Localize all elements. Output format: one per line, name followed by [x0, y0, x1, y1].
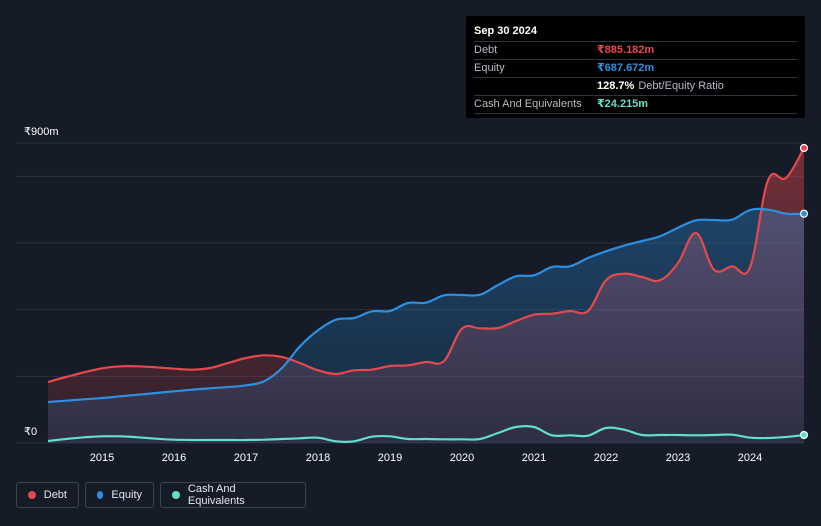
equity-line: [47, 207, 805, 404]
x-tick-label: 2021: [522, 452, 546, 464]
debt-line: [47, 147, 805, 384]
x-tick-label: 2018: [306, 452, 330, 464]
x-tick-label: 2022: [594, 452, 618, 464]
x-tick-label: 2015: [90, 452, 114, 464]
x-tick-label: 2016: [162, 452, 186, 464]
legend-debt-label: Debt: [43, 489, 67, 501]
tooltip-ratio: 128.7% Debt/Equity Ratio: [597, 78, 724, 95]
series-lines: [47, 147, 805, 443]
legend-item-debt[interactable]: Debt: [16, 482, 79, 508]
debt-endpoint: [799, 143, 809, 153]
legend-item-cash[interactable]: Cash And Equivalents: [160, 482, 306, 508]
legend-equity-label: Equity: [111, 489, 142, 501]
tooltip-cash-value: ₹24.215m: [597, 98, 649, 110]
legend-item-equity[interactable]: Equity: [85, 482, 154, 508]
tooltip-debt-label: Debt: [474, 44, 498, 56]
y-axis-max-label: ₹900m: [24, 126, 59, 138]
tooltip-debt-value: ₹885.182m: [597, 44, 655, 56]
tooltip-ratio-value: 128.7%: [597, 80, 635, 92]
tooltip-cash-label: Cash And Equivalents: [474, 98, 582, 110]
equity-dot-icon: [97, 491, 104, 499]
tooltip-date: Sep 30 2024: [474, 25, 537, 37]
x-tick-label: 2019: [378, 452, 402, 464]
x-tick-label: 2023: [666, 452, 690, 464]
tooltip-row-equity: Equity ₹687.672m: [474, 59, 797, 77]
series-areas: [48, 148, 804, 443]
legend-cash-label: Cash And Equivalents: [187, 483, 245, 507]
tooltip-row-cash: Cash And Equivalents ₹24.215m: [474, 95, 797, 114]
chart-legend: Debt Equity Cash And Equivalents: [16, 482, 306, 510]
x-tick-label: 2020: [450, 452, 474, 464]
tooltip-row-debt: Debt ₹885.182m: [474, 41, 797, 59]
tooltip-equity-label: Equity: [474, 62, 505, 74]
cash-line: [47, 424, 805, 443]
equity-area: [48, 208, 804, 443]
debt-dot-icon: [28, 491, 36, 499]
data-tooltip: Sep 30 2024 Debt ₹885.182m Equity ₹687.6…: [466, 16, 805, 118]
x-axis: 2015 2016 2017 2018 2019 2020 2021 2022 2023 2024: [90, 452, 762, 464]
tooltip-ratio-label: Debt/Equity Ratio: [638, 80, 724, 92]
equity-endpoint: [799, 209, 809, 218]
series-endpoints: [799, 143, 809, 440]
cash-dot-icon: [172, 491, 180, 499]
x-tick-label: 2017: [234, 452, 258, 464]
tooltip-equity-value: ₹687.672m: [597, 62, 655, 74]
tooltip-row-ratio: 128.7% Debt/Equity Ratio: [474, 77, 797, 95]
cash-endpoint: [799, 430, 809, 440]
x-tick-label: 2024: [738, 452, 762, 464]
y-axis-zero-label: ₹0: [24, 426, 38, 438]
